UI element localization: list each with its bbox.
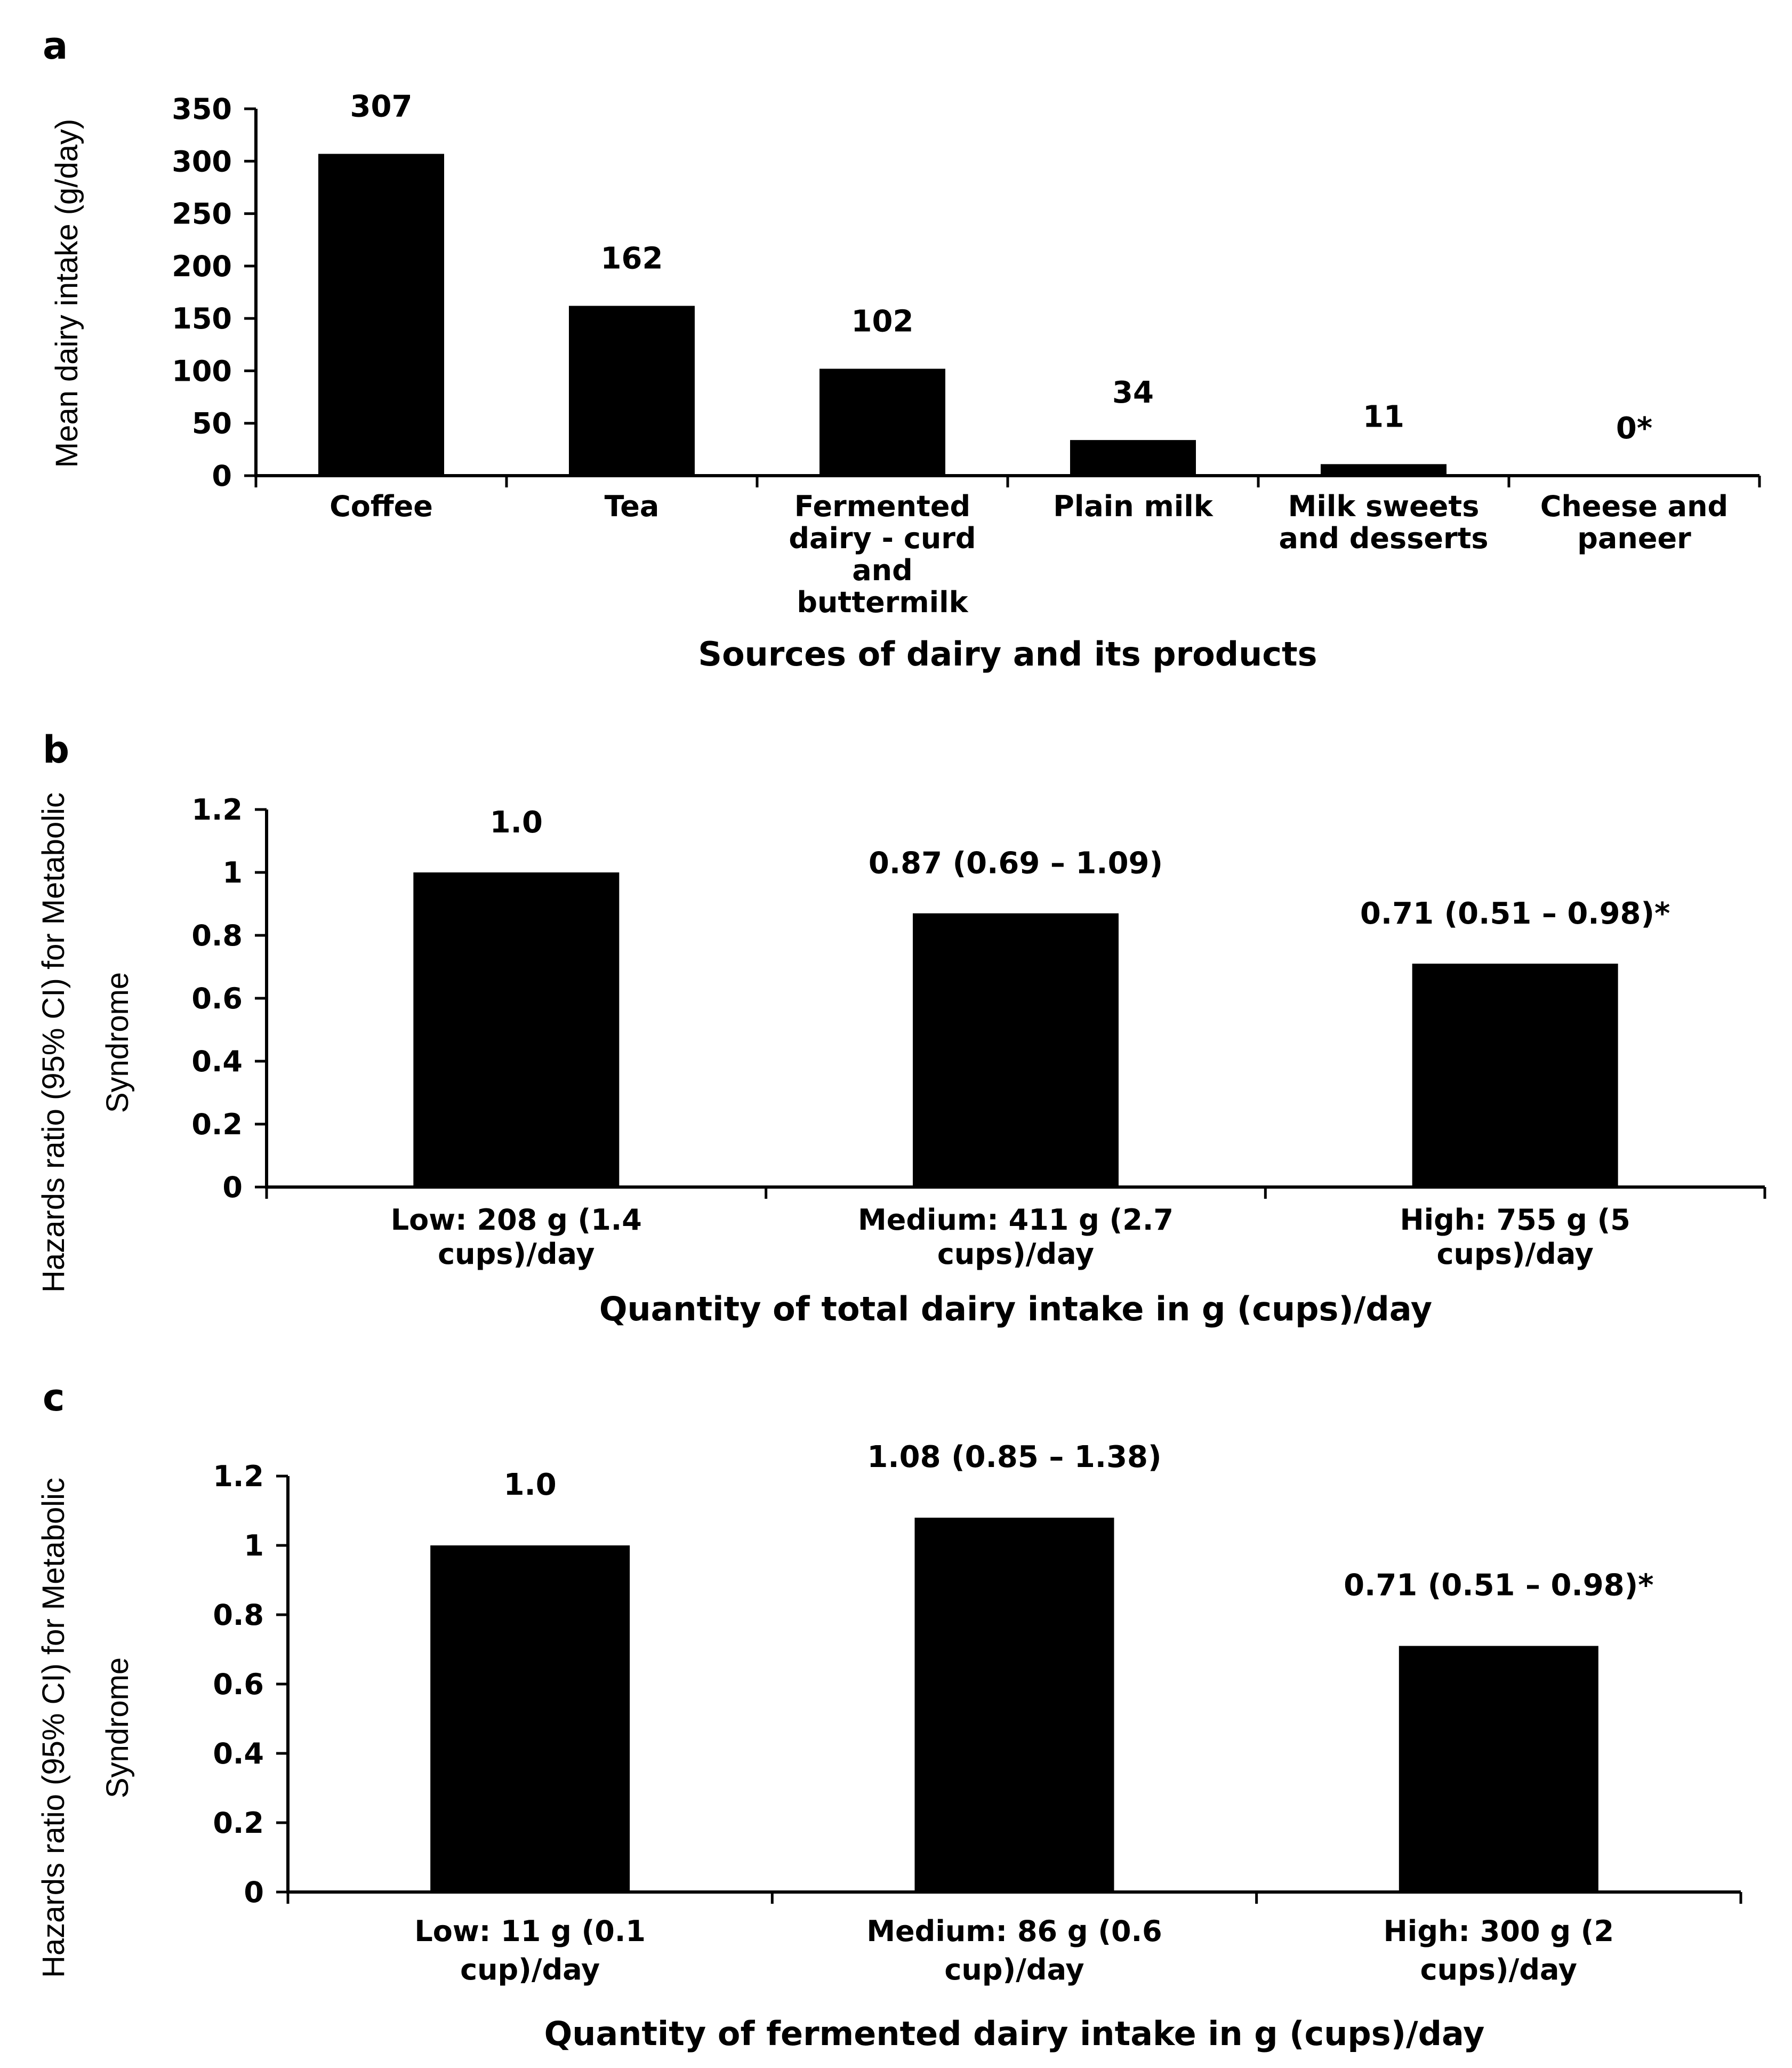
y-tick-label: 0.2 bbox=[213, 1806, 264, 1840]
bar bbox=[1399, 1646, 1598, 1892]
x-category-label: Milk sweets and desserts bbox=[1279, 490, 1488, 555]
x-category-label: Low: 208 g (1.4 cups)/day bbox=[391, 1203, 642, 1271]
bar bbox=[430, 1545, 630, 1892]
x-category-label: High: 755 g (5 cups)/day bbox=[1400, 1203, 1630, 1271]
y-tick-label: 150 bbox=[172, 302, 232, 335]
y-axis-title: Hazards ratio (95% CI) for Metabolic Synd… bbox=[36, 1478, 135, 1978]
bar bbox=[569, 306, 695, 476]
x-category-line: High: 300 g (2 bbox=[1384, 1914, 1614, 1948]
y-tick-label: 0 bbox=[244, 1875, 264, 1909]
y-tick-label: 0.4 bbox=[213, 1737, 264, 1770]
x-category-line: Tea bbox=[605, 490, 660, 523]
x-category-line: cups)/day bbox=[438, 1237, 594, 1271]
x-axis-title: Quantity of fermented dairy intake in g … bbox=[544, 2014, 1485, 2053]
x-category-line: Medium: 86 g (0.6 bbox=[866, 1914, 1162, 1948]
bar bbox=[819, 368, 945, 476]
y-axis-title-line: Mean dairy intake (g/day) bbox=[50, 119, 84, 468]
x-category-line: Cheese and bbox=[1540, 490, 1728, 523]
x-category-line: cups)/day bbox=[937, 1237, 1094, 1271]
y-axis-title-line: Hazards ratio (95% CI) for Metabolic bbox=[36, 1478, 71, 1978]
y-tick-label: 0.4 bbox=[191, 1045, 243, 1078]
y-tick-label: 0.8 bbox=[213, 1598, 264, 1632]
x-category-line: cup)/day bbox=[460, 1953, 600, 1986]
x-category-label: Fermented dairy - curd and buttermilk bbox=[789, 490, 976, 619]
data-label: 34 bbox=[1112, 375, 1154, 410]
x-category-label: Coffee bbox=[330, 490, 433, 523]
x-category-label: High: 300 g (2 cups)/day bbox=[1384, 1914, 1614, 1986]
data-label: 1.0 bbox=[504, 1468, 557, 1502]
x-category-label: Medium: 86 g (0.6 cup)/day bbox=[866, 1914, 1162, 1986]
data-label: 1.08 (0.85 – 1.38) bbox=[867, 1440, 1161, 1474]
y-axis-title-line: Hazards ratio (95% CI) for Metabolic bbox=[36, 792, 71, 1293]
data-label: 0* bbox=[1616, 411, 1652, 446]
y-tick-label: 1 bbox=[222, 856, 243, 889]
y-tick-label: 0.6 bbox=[191, 982, 243, 1015]
data-label: 11 bbox=[1363, 399, 1404, 434]
y-tick-label: 0.8 bbox=[191, 919, 243, 952]
y-axis-title-line: Syndrome bbox=[100, 972, 135, 1113]
x-category-label: Cheese and paneer bbox=[1540, 490, 1728, 555]
x-category-line: Fermented bbox=[794, 490, 970, 523]
x-category-line: Medium: 411 g (2.7 bbox=[858, 1203, 1174, 1237]
x-category-line: Plain milk bbox=[1053, 490, 1214, 523]
x-category-line: cups)/day bbox=[1437, 1237, 1594, 1271]
x-category-line: and bbox=[852, 554, 913, 587]
y-tick-label: 100 bbox=[172, 354, 232, 388]
x-category-line: buttermilk bbox=[797, 586, 968, 619]
x-category-label: Medium: 411 g (2.7 cups)/day bbox=[858, 1203, 1174, 1271]
bar bbox=[413, 872, 620, 1187]
y-tick-label: 350 bbox=[172, 92, 232, 126]
x-category-line: High: 755 g (5 bbox=[1400, 1203, 1630, 1237]
x-category-label: Plain milk bbox=[1053, 490, 1214, 523]
bar bbox=[318, 154, 444, 476]
y-axis-title-line: Syndrome bbox=[100, 1657, 135, 1798]
bar bbox=[1321, 464, 1447, 476]
data-label: 162 bbox=[601, 242, 663, 276]
y-tick-label: 1.2 bbox=[191, 793, 243, 827]
x-category-label: Tea bbox=[605, 490, 660, 523]
x-category-line: cups)/day bbox=[1420, 1953, 1577, 1986]
bar bbox=[914, 1518, 1114, 1892]
x-category-line: Milk sweets bbox=[1288, 490, 1480, 523]
y-axis-title: Hazards ratio (95% CI) for Metabolic Synd… bbox=[36, 792, 135, 1293]
bar bbox=[1070, 440, 1196, 476]
x-category-line: and desserts bbox=[1279, 522, 1488, 555]
x-axis-title: Sources of dairy and its products bbox=[698, 635, 1317, 674]
data-label: 0.87 (0.69 – 1.09) bbox=[869, 846, 1163, 881]
chart-panel-c: c 0 0.2 0.4 0.6 0.8 1 1.2 1.0 Low: 11 g (0.1 cup)/… bbox=[36, 1376, 1742, 2053]
y-tick-label: 50 bbox=[192, 407, 232, 440]
y-tick-label: 0 bbox=[212, 459, 232, 493]
data-label: 0.71 (0.51 – 0.98)* bbox=[1360, 896, 1670, 931]
x-category-line: Low: 208 g (1.4 bbox=[391, 1203, 642, 1237]
y-tick-label: 0 bbox=[222, 1171, 243, 1204]
x-axis-title: Quantity of total dairy intake in g (cup… bbox=[599, 1289, 1432, 1328]
y-tick-label: 1 bbox=[244, 1529, 264, 1562]
bar bbox=[913, 913, 1119, 1187]
data-label: 0.71 (0.51 – 0.98)* bbox=[1344, 1568, 1653, 1603]
y-tick-label: 200 bbox=[172, 250, 232, 283]
x-category-line: cup)/day bbox=[944, 1953, 1084, 1986]
data-label: 1.0 bbox=[490, 805, 543, 840]
x-category-label: Low: 11 g (0.1 cup)/day bbox=[414, 1914, 646, 1986]
y-tick-label: 0.6 bbox=[213, 1668, 264, 1701]
bar bbox=[1412, 964, 1618, 1187]
panel-label: b bbox=[43, 728, 69, 772]
chart-panel-a: a 0 50 100 150 200 250 300 350 307 Coffee 162 Tea 102… bbox=[43, 24, 1761, 674]
x-category-line: Low: 11 g (0.1 bbox=[414, 1914, 646, 1948]
panel-label: c bbox=[43, 1376, 65, 1420]
y-tick-label: 250 bbox=[172, 197, 232, 231]
y-tick-label: 1.2 bbox=[213, 1460, 264, 1493]
y-tick-label: 0.2 bbox=[191, 1108, 243, 1141]
data-label: 307 bbox=[350, 90, 413, 124]
x-category-line: dairy - curd bbox=[789, 522, 976, 555]
panel-label: a bbox=[43, 24, 68, 68]
data-label: 102 bbox=[851, 304, 914, 339]
y-tick-label: 300 bbox=[172, 145, 232, 178]
y-axis-title: Mean dairy intake (g/day) bbox=[50, 119, 84, 468]
x-category-line: paneer bbox=[1577, 522, 1691, 555]
x-category-line: Coffee bbox=[330, 490, 433, 523]
